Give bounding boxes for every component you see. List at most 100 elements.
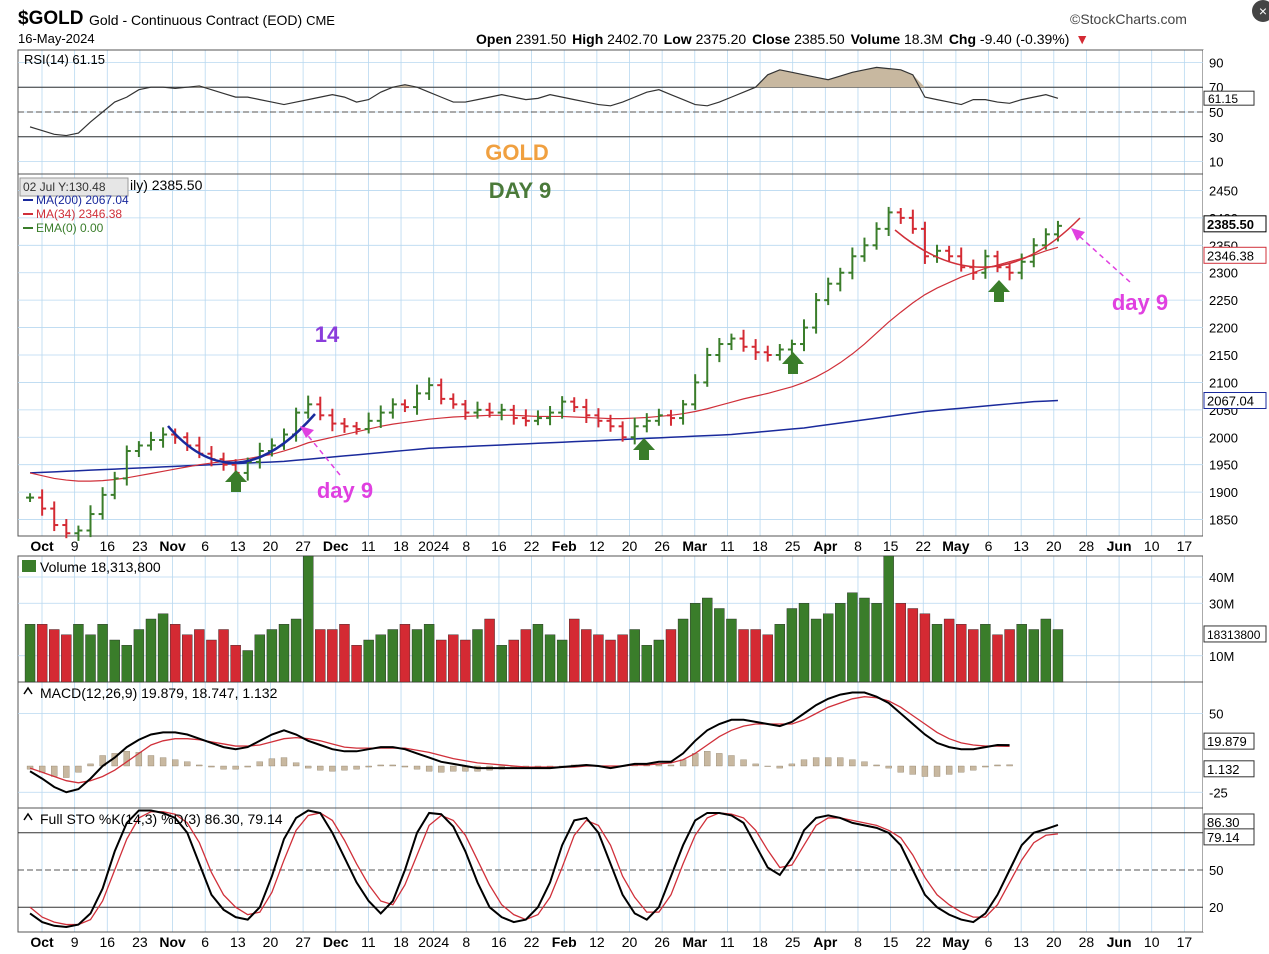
macd-histogram-bar	[232, 765, 239, 770]
macd-histogram-bar	[885, 765, 892, 769]
volume-bar	[883, 555, 894, 683]
x-tick-label: 15	[883, 538, 899, 554]
macd-histogram-bar	[280, 757, 288, 767]
volume-bar	[556, 639, 568, 683]
x-tick-label: Feb	[552, 538, 577, 554]
x-tick-label: 26	[654, 538, 670, 554]
sto-d-line	[29, 811, 1059, 926]
volume-bar	[762, 634, 773, 683]
x-tick-label: 13	[1013, 934, 1029, 950]
fourteen-annotation: 14	[315, 322, 340, 347]
x-tick-label: 8	[854, 538, 862, 554]
x-tick-label: 28	[1079, 934, 1095, 950]
macd-histogram-bar	[220, 765, 227, 770]
volume-bar	[121, 645, 132, 683]
x-tick-label: 13	[1013, 538, 1029, 554]
ma200-line	[30, 399, 1058, 474]
volume-bar	[157, 613, 169, 683]
volume-bar	[750, 629, 761, 683]
open-value: 2391.50	[515, 31, 567, 47]
x-tick-label: Jun	[1107, 538, 1132, 554]
x-tick-label: 18	[752, 934, 768, 950]
macd-histogram-bar	[172, 759, 179, 767]
volume-bar	[278, 624, 290, 683]
price-last-label: 2346.38	[1207, 248, 1254, 263]
volume-bar	[133, 629, 145, 683]
price-tick-label: 2100	[1209, 375, 1238, 390]
volume-title: Volume 18,313,800	[40, 559, 161, 575]
x-tick-label: 16	[99, 934, 115, 950]
macd-histogram-bar	[704, 751, 711, 767]
macd-histogram-bar	[776, 765, 783, 769]
price-tick-label: 2450	[1209, 183, 1238, 198]
down-arrow-icon: ▼	[1075, 31, 1090, 47]
volume-bar	[36, 624, 48, 683]
sto-legend-icon	[23, 812, 33, 821]
volume-bar	[1028, 629, 1039, 683]
volume-bar	[798, 603, 810, 683]
volume-bar	[774, 624, 786, 683]
macd-histogram-bar	[365, 765, 372, 768]
volume-bar	[399, 624, 411, 683]
macd-histogram-bar	[764, 765, 771, 767]
price-tick-label: 1900	[1209, 485, 1238, 500]
volume-bar	[520, 629, 532, 683]
volume-bar	[436, 639, 447, 683]
x-tick-label: 20	[1046, 538, 1062, 554]
volume-bar	[24, 624, 36, 683]
volume-bar	[859, 597, 870, 683]
sto-title: Full STO %K(14,3) %D(3) 86.30, 79.14	[40, 811, 283, 827]
price-last-box	[1203, 215, 1267, 233]
x-tick-label: 22	[524, 934, 540, 950]
rsi-overbought-fill	[30, 67, 1058, 88]
x-tick-label: 6	[985, 934, 993, 950]
symbol-title: $GOLD	[18, 8, 84, 29]
volume-bar	[1004, 629, 1015, 683]
cycle-low-arrow-icon	[782, 352, 804, 374]
x-tick-label: 11	[361, 934, 376, 950]
x-tick-label: 6	[201, 538, 209, 554]
volume-bar	[980, 624, 991, 683]
rsi-tick-label: 10	[1209, 155, 1223, 170]
close-label: Close	[752, 31, 791, 47]
macd-histogram-bar	[812, 757, 820, 767]
volume-bar	[593, 634, 604, 683]
exchange-label: CME	[306, 13, 335, 28]
macd-histogram-bar	[425, 765, 433, 772]
volume-bar	[182, 634, 193, 683]
day9-right-pointer	[1077, 234, 1131, 283]
close-icon[interactable]: ×	[1252, 0, 1269, 22]
x-tick-label: 15	[883, 934, 899, 950]
macd-histogram-bar	[389, 764, 396, 767]
volume-bar	[206, 639, 217, 683]
x-tick-label: 28	[1079, 538, 1095, 554]
volume-bar	[786, 608, 798, 683]
x-tick-label: Oct	[30, 934, 54, 950]
cycle-low-arrow-icon	[988, 280, 1010, 302]
volume-bar	[242, 650, 253, 683]
cycle-curve-right	[894, 217, 1081, 268]
macd-histogram-bar	[377, 764, 384, 767]
volume-bar	[169, 624, 181, 683]
macd-histogram-bar	[305, 765, 312, 769]
volume-bar	[702, 597, 713, 683]
volume-bar	[254, 634, 266, 683]
volume-last-label: 18313800	[1207, 628, 1261, 642]
price-last-label: 2067.04	[1207, 394, 1254, 409]
volume-bar	[97, 624, 108, 683]
x-tick-label: 18	[393, 934, 409, 950]
rsi-tick-label: 50	[1209, 105, 1223, 120]
volume-bar	[569, 618, 580, 683]
macd-histogram-bar	[873, 764, 880, 767]
volume-bar	[315, 629, 326, 683]
volume-bar	[895, 603, 906, 683]
brand-label[interactable]: ©StockCharts.com	[1070, 11, 1187, 27]
volume-bar	[339, 624, 350, 683]
x-tick-label: Jun	[1107, 934, 1132, 950]
close-value: 2385.50	[794, 31, 845, 47]
rsi-tick-label: 30	[1209, 130, 1223, 145]
macd-histogram-bar	[244, 765, 251, 768]
x-tick-label: 18	[752, 538, 768, 554]
